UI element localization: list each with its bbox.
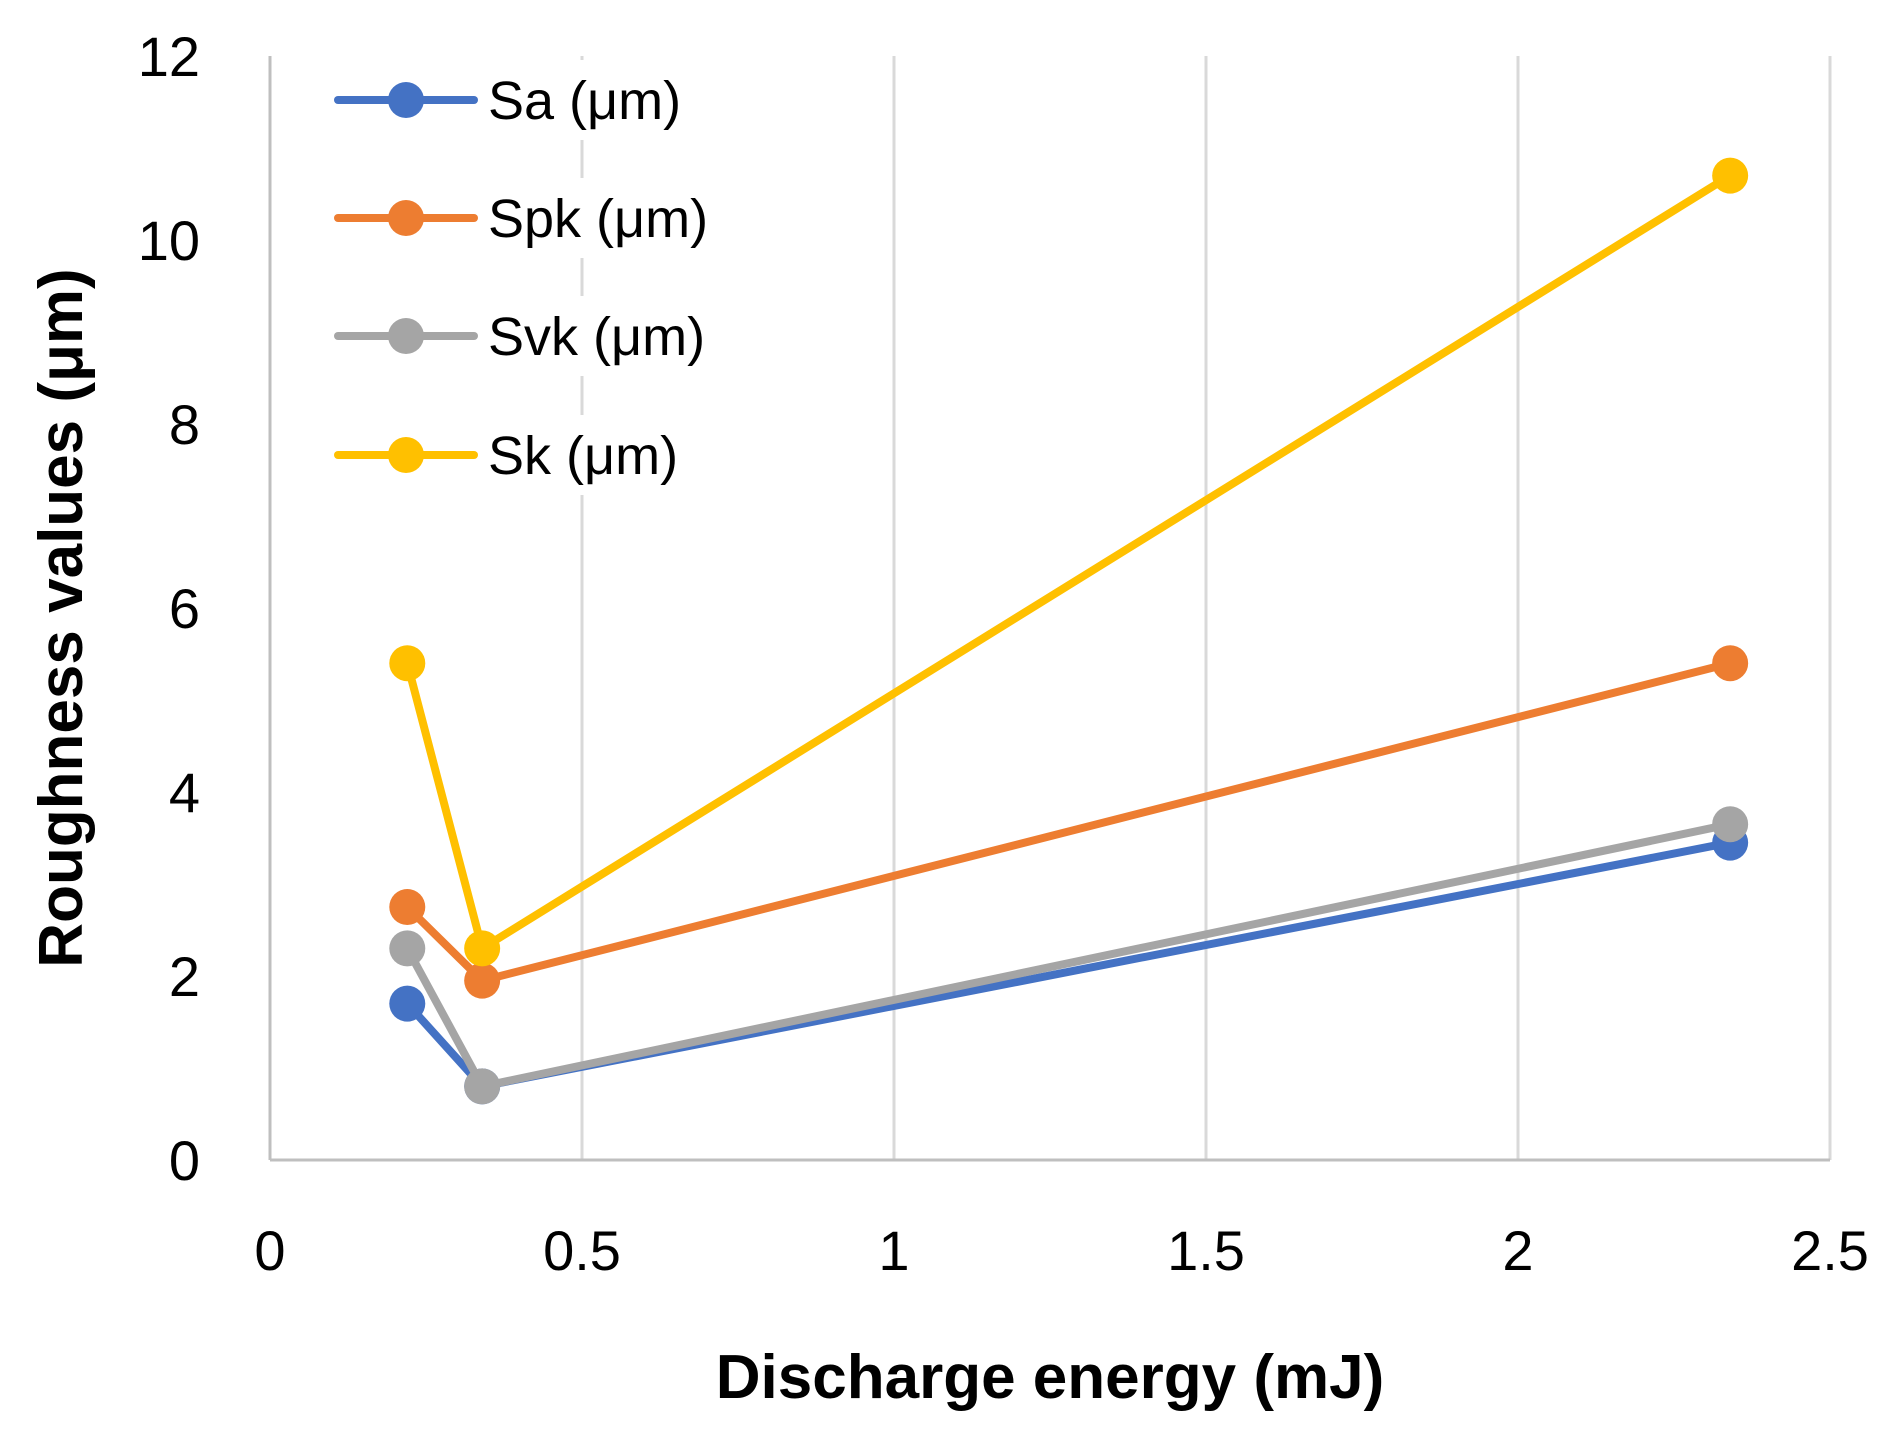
x-tick-label: 0 xyxy=(254,1219,285,1282)
data-point-svk xyxy=(464,1068,501,1105)
y-tick-label: 2 xyxy=(169,945,200,1008)
data-point-sk xyxy=(464,930,501,967)
y-tick-label: 8 xyxy=(169,393,200,456)
legend-label-spk: Spk (μm) xyxy=(488,189,708,249)
x-tick-label: 2.5 xyxy=(1791,1219,1869,1282)
x-tick-label: 1.5 xyxy=(1167,1219,1245,1282)
gridlines xyxy=(580,56,1832,1160)
y-axis-title: Roughness values (μm) xyxy=(27,268,96,967)
legend-marker-spk xyxy=(388,200,424,236)
y-tick-label: 0 xyxy=(169,1129,200,1192)
data-point-svk xyxy=(389,930,426,967)
y-tick-label: 4 xyxy=(169,761,200,824)
series-group xyxy=(389,157,1749,1105)
legend-marker-sk xyxy=(388,437,424,473)
data-point-spk xyxy=(464,962,501,999)
axes xyxy=(268,56,1830,1162)
legend-label-svk: Svk (μm) xyxy=(488,307,705,367)
legend-marker-sa xyxy=(388,82,424,118)
series-line-svk xyxy=(403,820,1735,1091)
legend-label-sk: Sk (μm) xyxy=(488,426,678,486)
tick-labels: 0 0.5 1 1.5 2 2.5 0 2 4 6 8 10 12 xyxy=(138,25,1869,1282)
x-tick-label: 2 xyxy=(1502,1219,1533,1282)
x-axis-title: Discharge energy (mJ) xyxy=(716,1343,1384,1412)
data-point-sk xyxy=(389,645,426,682)
data-point-spk xyxy=(389,889,426,925)
y-tick-label: 10 xyxy=(138,209,200,272)
legend-marker-svk xyxy=(388,318,424,354)
series-line-spk xyxy=(403,659,1735,985)
legend: Sa (μm) Spk (μm) Svk (μm) Sk (μm) xyxy=(332,60,742,495)
data-point-spk xyxy=(1712,645,1749,682)
data-point-sa xyxy=(389,985,426,1022)
y-tick-label: 6 xyxy=(169,577,200,640)
y-tick-label: 12 xyxy=(138,25,200,88)
x-tick-label: 1 xyxy=(878,1219,909,1282)
data-point-sk xyxy=(1712,157,1749,194)
legend-label-sa: Sa (μm) xyxy=(488,71,681,131)
x-tick-label: 0.5 xyxy=(543,1219,621,1282)
data-point-svk xyxy=(1712,806,1749,843)
